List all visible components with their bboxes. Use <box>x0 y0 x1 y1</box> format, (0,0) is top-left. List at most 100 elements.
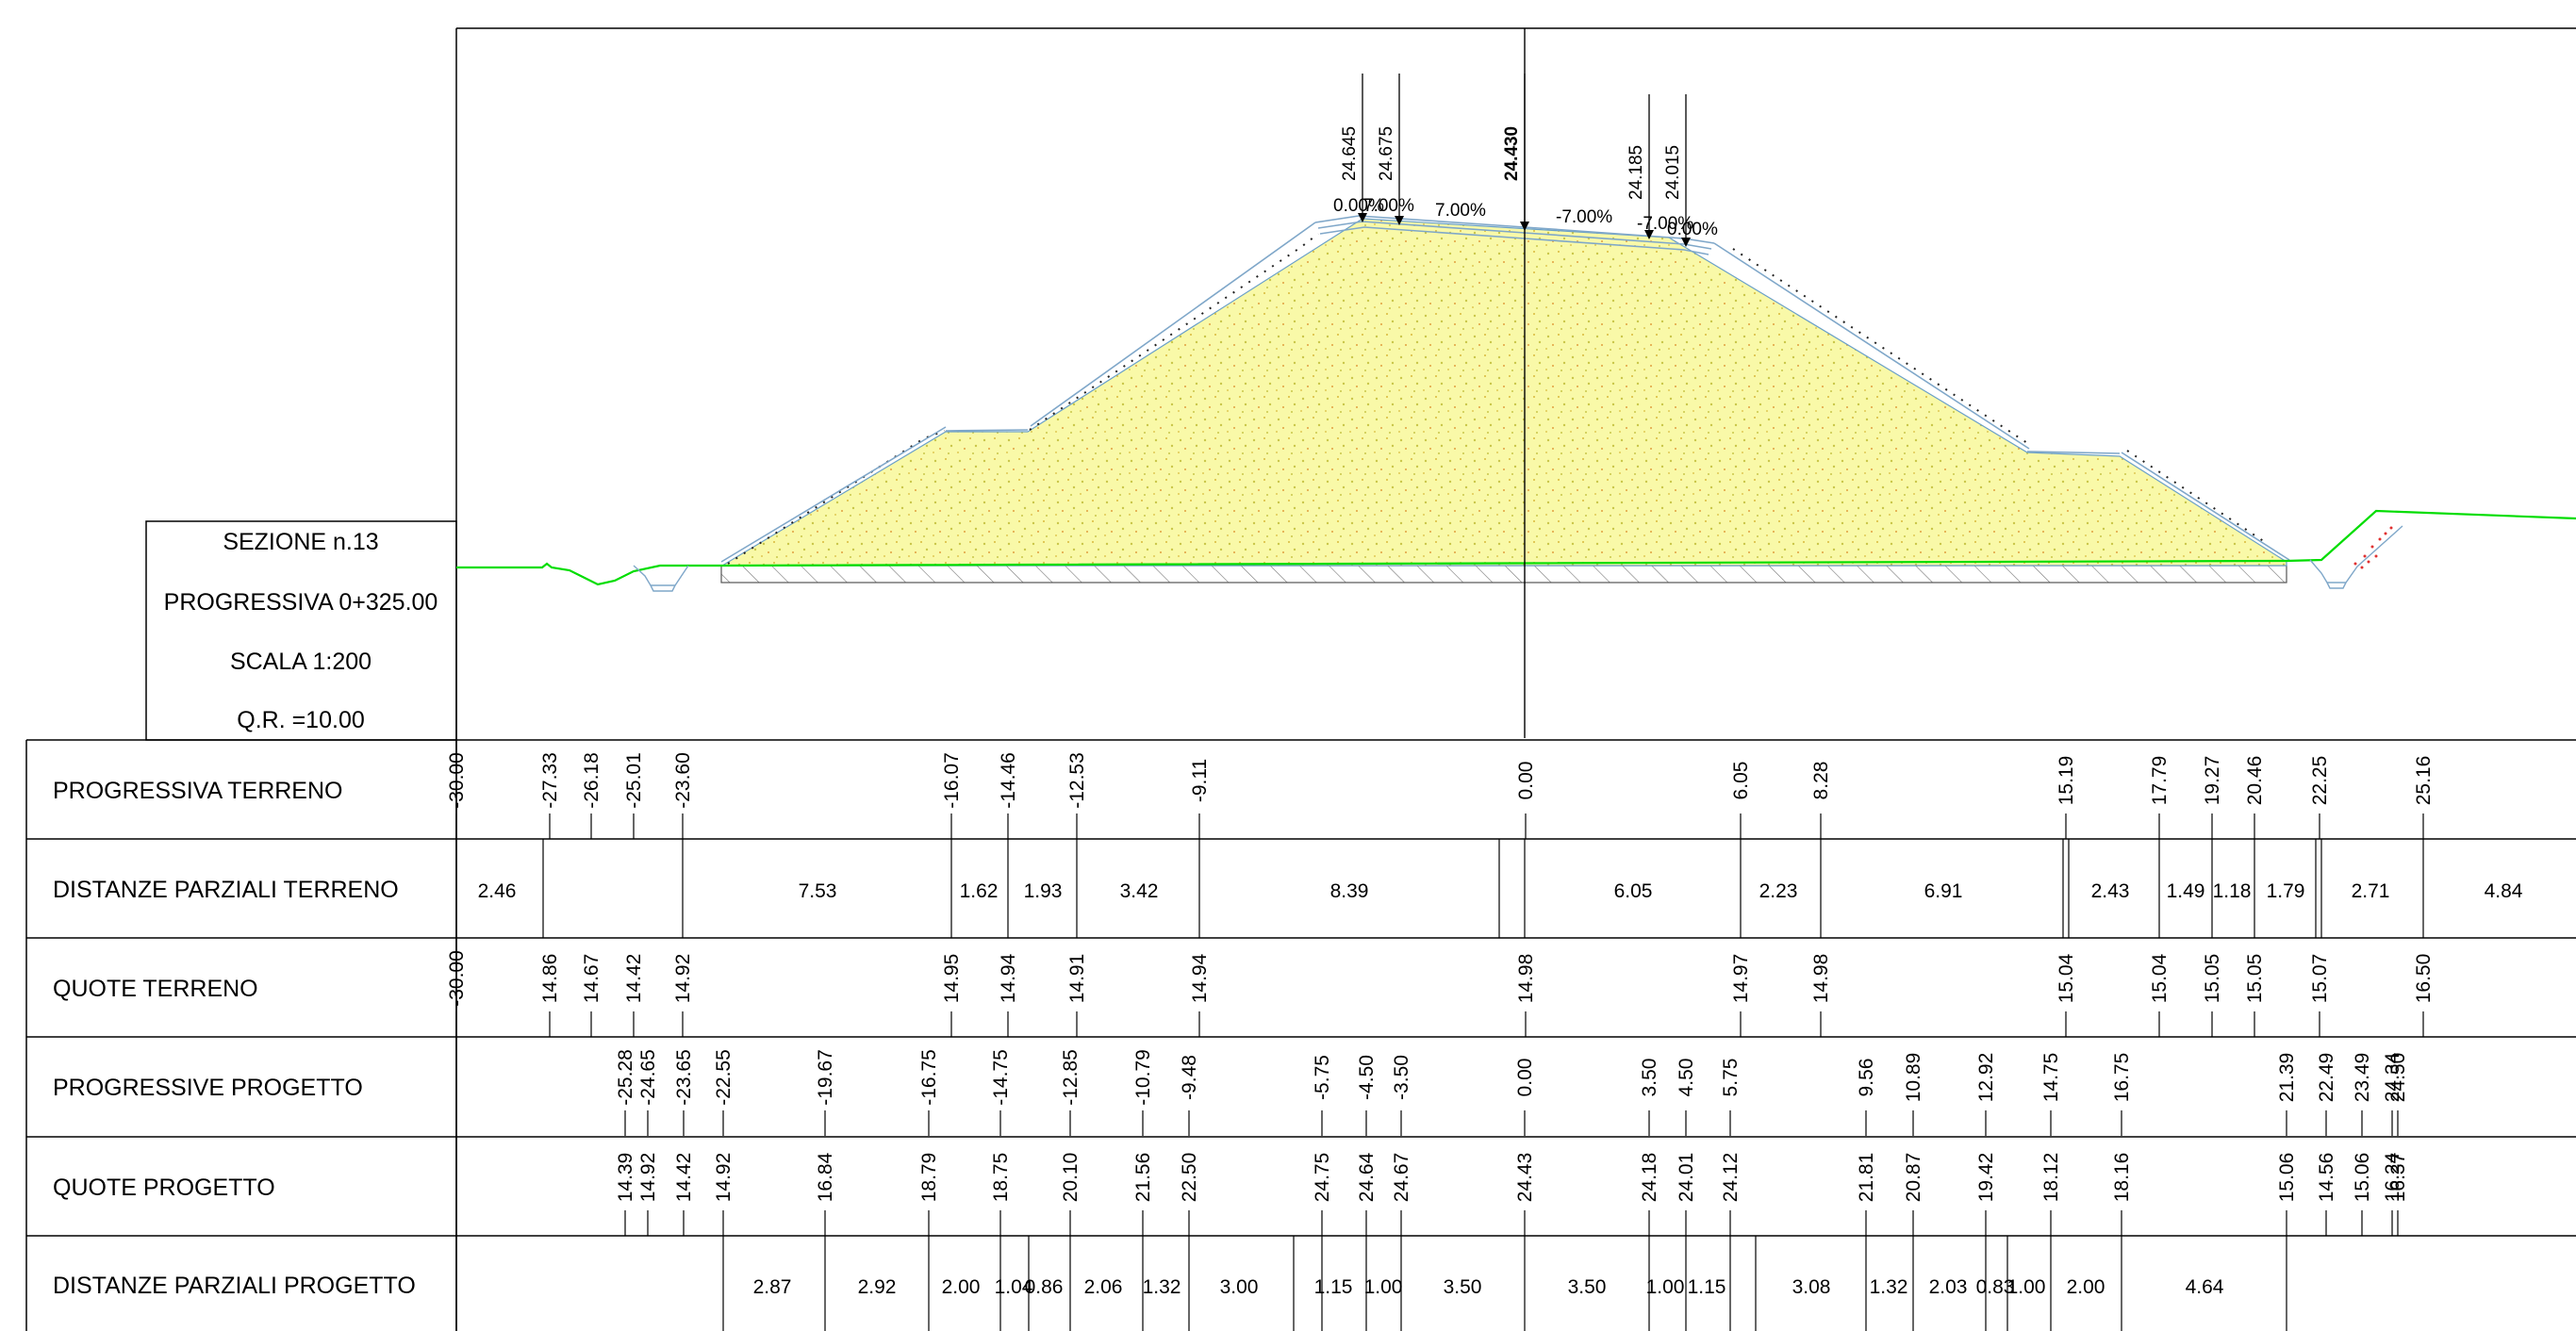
quote-terreno-value: 14.91 <box>1066 954 1088 1004</box>
progressive-progetto-value: 21.39 <box>2276 1053 2298 1103</box>
quote-progetto-value: 24.01 <box>1676 1153 1697 1203</box>
quote-progetto-value: 16.37 <box>2387 1153 2409 1203</box>
quote-progetto-value: 19.42 <box>1975 1153 1997 1203</box>
progressive-progetto-value: 9.56 <box>1856 1059 1877 1097</box>
quote-terreno-value: 15.05 <box>2244 954 2266 1004</box>
quote-progetto-value: 14.42 <box>673 1153 695 1203</box>
table-values: -30.00 -27.33 -26.18 -25.01 -23.60 -16.07 -14.… <box>446 752 2523 1331</box>
distanze-progetto-value: 1.32 <box>1143 1276 1181 1298</box>
quote-progetto-value: 14.92 <box>637 1153 659 1203</box>
progressive-progetto-value: -14.75 <box>990 1049 1012 1106</box>
slope-label: -7.00% <box>1637 214 1693 234</box>
quote-progetto-value: 18.79 <box>918 1153 940 1203</box>
distanze-progetto-value: 1.15 <box>1688 1276 1726 1298</box>
quote-progetto-value: 24.43 <box>1514 1153 1536 1203</box>
progressive-progetto-value: 14.75 <box>2040 1053 2062 1103</box>
foundation-hatch <box>720 565 2287 583</box>
row-label-distanze-parziali-progetto: DISTANZE PARZIALI PROGETTO <box>53 1273 416 1299</box>
progressive-progetto-value: 24.34 <box>2382 1052 2403 1102</box>
progressiva-terreno-value: 8.28 <box>1810 762 1832 800</box>
progressiva-terreno-value: 20.46 <box>2244 756 2266 806</box>
distanze-terreno-value: 8.39 <box>1330 880 1369 902</box>
quote-terreno-value: 14.95 <box>941 954 963 1004</box>
topsoil-layer <box>727 233 2266 565</box>
distanze-progetto-value: 2.00 <box>2067 1276 2105 1298</box>
quote-terreno-value: 14.67 <box>581 954 603 1004</box>
distanze-progetto-value: 4.64 <box>2186 1276 2224 1298</box>
quote-progetto-value: 24.64 <box>1356 1152 1378 1202</box>
distanze-progetto-value: 2.03 <box>1929 1276 1968 1298</box>
quote-progetto-value: 20.10 <box>1060 1153 1082 1203</box>
progressiva-terreno-value: -16.07 <box>941 752 963 809</box>
quote-terreno-value: 14.94 <box>1189 953 1211 1003</box>
cross-section: 24.645 24.675 24.430 24.185 24.015 0.00%… <box>456 28 2576 738</box>
quote-terreno-value: 16.50 <box>2413 954 2435 1004</box>
progressiva-terreno-value: 6.05 <box>1730 762 1752 800</box>
row-label-distanze-parziali-terreno: DISTANZE PARZIALI TERRENO <box>53 877 399 903</box>
slope-label: 0.00% <box>1333 196 1384 216</box>
progressiva-terreno-value: 22.25 <box>2309 756 2331 806</box>
progressive-progetto-value: 4.50 <box>1676 1059 1697 1097</box>
elevation-label: 24.430 <box>1502 126 1522 181</box>
slope-label: 7.00% <box>1363 196 1414 216</box>
quote-terreno-value: 14.42 <box>623 954 645 1004</box>
progressive-progetto-value: -9.48 <box>1179 1055 1200 1100</box>
progressive-progetto-value: 16.75 <box>2111 1053 2133 1103</box>
quote-terreno-value: 14.92 <box>672 954 694 1004</box>
distanze-terreno-value: 1.62 <box>960 880 999 902</box>
slope-label: 0.00% <box>1667 220 1718 239</box>
distanze-terreno-value: 6.05 <box>1614 880 1653 902</box>
quote-progetto-value: 14.39 <box>615 1153 636 1203</box>
distanze-progetto-value: 1.32 <box>1870 1276 1908 1298</box>
progressive-progetto-value: -23.65 <box>673 1049 695 1106</box>
progressive-progetto-value: 3.50 <box>1639 1059 1660 1097</box>
right-fill-dots <box>2353 526 2393 569</box>
progressive-progetto-value: -25.28 <box>615 1049 636 1106</box>
quote-progetto-value: 24.12 <box>1720 1153 1742 1203</box>
quote-progetto-value: 24.67 <box>1391 1153 1412 1203</box>
row-label-quote-terreno: QUOTE TERRENO <box>53 976 258 1002</box>
quote-progetto-value: 22.50 <box>1179 1153 1200 1203</box>
distanze-progetto-value: 2.87 <box>753 1276 792 1298</box>
quote-progetto-value: 18.16 <box>2111 1153 2133 1203</box>
distanze-terreno-value: 1.79 <box>2267 880 2305 902</box>
distanze-terreno-value: 1.18 <box>2213 880 2252 902</box>
quote-progetto-value: 24.18 <box>1639 1153 1660 1203</box>
quote-terreno-value: 15.07 <box>2309 954 2331 1004</box>
elevation-label: 24.675 <box>1377 126 1396 181</box>
elevation-label: 24.645 <box>1340 126 1360 181</box>
distanze-terreno-value: 6.91 <box>1924 880 1963 902</box>
info-box: SEZIONE n.13 PROGRESSIVA 0+325.00 SCALA … <box>145 520 457 741</box>
quote-progetto-value: 16.24 <box>2382 1152 2403 1202</box>
distanze-terreno-value: 2.71 <box>2352 880 2390 902</box>
quote-progetto-value: 16.84 <box>815 1152 836 1202</box>
distanze-progetto-value: 2.06 <box>1084 1276 1123 1298</box>
distanze-progetto-value: 2.00 <box>942 1276 981 1298</box>
progressiva-terreno-value: -23.60 <box>672 752 694 809</box>
progressive-label: PROGRESSIVA 0+325.00 <box>164 589 438 616</box>
progressive-progetto-value: -22.55 <box>713 1049 735 1106</box>
progressiva-terreno-value: 0.00 <box>1515 762 1537 800</box>
quote-terreno-value: 15.04 <box>2149 953 2171 1003</box>
progressive-progetto-value: -19.67 <box>815 1049 836 1106</box>
table-grid <box>25 739 2576 1331</box>
distanze-progetto-value: 3.08 <box>1792 1276 1831 1298</box>
quote-progetto-value: 14.92 <box>713 1153 735 1203</box>
distanze-progetto-value: 3.00 <box>1220 1276 1259 1298</box>
progressive-progetto-value: 10.89 <box>1903 1053 1924 1103</box>
quote-terreno-value: 15.04 <box>2056 953 2077 1003</box>
profile-table: PROGRESSIVA TERRENO DISTANZE PARZIALI TE… <box>25 739 2576 1331</box>
progressiva-terreno-value: -27.33 <box>539 752 561 809</box>
progressiva-terreno-value: -25.01 <box>623 752 645 809</box>
distanze-terreno-value: 3.42 <box>1120 880 1159 902</box>
distanze-progetto-value: 1.04 <box>995 1276 1033 1298</box>
distanze-progetto-value: 1.00 <box>1646 1276 1685 1298</box>
distanze-progetto-value: 0.83 <box>1976 1276 2015 1298</box>
progressive-progetto-value: 22.49 <box>2316 1053 2337 1103</box>
quote-terreno-value: 14.94 <box>998 953 1019 1003</box>
progressive-progetto-value: -16.75 <box>918 1049 940 1106</box>
slope-label: 7.00% <box>1435 201 1486 221</box>
quote-progetto-value: 14.56 <box>2316 1153 2337 1203</box>
progressiva-terreno-value: 19.27 <box>2202 756 2223 806</box>
